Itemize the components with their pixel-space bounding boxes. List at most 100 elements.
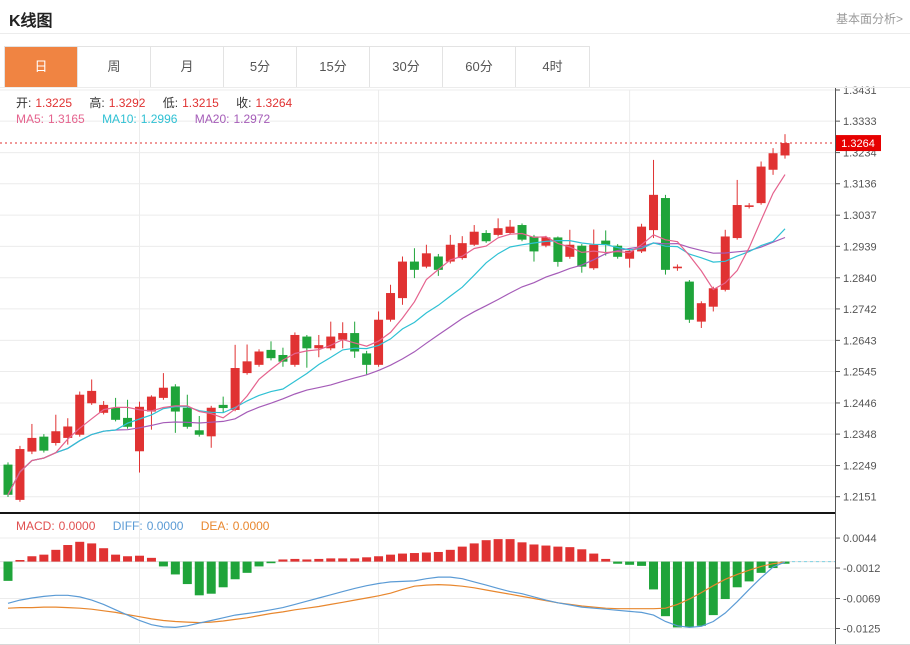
candle-body	[660, 198, 670, 270]
ma20-line	[7, 236, 786, 496]
macd-histogram-bar	[170, 561, 180, 575]
macd-histogram-bar	[206, 561, 216, 594]
candle-body	[194, 430, 204, 435]
price-tick-label: 1.2939	[843, 241, 877, 253]
candle-body	[637, 226, 647, 252]
dea-line	[7, 561, 786, 624]
candle-body	[326, 336, 336, 349]
macd-histogram-bar	[601, 558, 611, 562]
macd-histogram-bar	[744, 561, 754, 582]
price-tick-label: 1.2249	[843, 461, 877, 473]
ma5-line	[7, 174, 786, 496]
price-tick-label: 1.3136	[843, 179, 877, 191]
candle-body	[672, 266, 682, 269]
current-price-badge-value: 1.3264	[841, 138, 875, 150]
tabs-underline	[0, 87, 910, 88]
candle-body	[493, 228, 503, 235]
macd-legend: MACD: 0.0000 DIFF: 0.0000 DEA: 0.0000	[16, 519, 273, 533]
low-label: 低:	[162, 96, 179, 110]
macd-histogram-bar	[589, 553, 599, 562]
macd-histogram-bar	[457, 546, 467, 562]
tab-30分[interactable]: 30分	[370, 47, 443, 87]
candle-body	[63, 426, 73, 438]
candle-body	[218, 404, 228, 409]
macd-histogram-bar	[39, 554, 49, 562]
tab-周[interactable]: 周	[78, 47, 151, 87]
current-price-badge	[836, 135, 881, 152]
macd-histogram-bar	[469, 543, 479, 562]
candle-body	[780, 143, 790, 156]
ma20-value: 1.2972	[233, 112, 271, 126]
candle-body	[170, 386, 180, 412]
fundamental-analysis-link[interactable]: 基本面分析>	[835, 12, 903, 26]
macd-histogram-bar	[290, 558, 300, 562]
candle-body	[182, 407, 192, 427]
candle-body	[338, 333, 348, 340]
macd-histogram-bar	[541, 545, 551, 562]
price-tick-label: 1.3333	[843, 116, 877, 128]
macd-value: 0.0000	[58, 519, 96, 533]
price-tick-label: 1.2446	[843, 398, 877, 410]
macd-histogram-bar	[123, 556, 133, 562]
candle-body	[553, 237, 563, 262]
macd-histogram-bar	[3, 561, 13, 581]
macd-histogram-bar	[230, 561, 240, 580]
macd-histogram-bar	[242, 561, 252, 573]
candle-body	[266, 349, 276, 359]
candle-body	[445, 244, 455, 262]
candle-body	[684, 281, 694, 320]
macd-histogram-bar	[684, 561, 694, 628]
candle-body	[3, 464, 13, 495]
open-value: 1.3225	[35, 96, 73, 110]
tab-月[interactable]: 月	[151, 47, 224, 87]
macd-histogram-bar	[146, 557, 156, 562]
candle-body	[278, 354, 288, 362]
macd-histogram-bar	[278, 559, 288, 562]
macd-histogram-bar	[505, 539, 515, 562]
macd-tick-label: -0.0125	[843, 623, 880, 635]
macd-histogram-bar	[768, 561, 778, 569]
macd-histogram-bar	[182, 561, 192, 585]
candle-body	[15, 449, 25, 500]
candle-body	[433, 256, 443, 270]
macd-histogram-bar	[433, 551, 443, 562]
price-tick-label: 1.2151	[843, 492, 877, 504]
candle-body	[720, 236, 730, 290]
candle-body	[457, 243, 467, 259]
low-value: 1.3215	[182, 96, 219, 110]
ma20-label: MA20:	[194, 112, 230, 126]
candle-body	[505, 226, 515, 233]
macd-histogram-bar	[409, 553, 419, 562]
tab-60分[interactable]: 60分	[443, 47, 516, 87]
candle-body	[134, 406, 144, 452]
macd-histogram-bar	[493, 539, 503, 562]
ma10-value: 1.2996	[140, 112, 178, 126]
candle-body	[732, 205, 742, 239]
macd-tick-label: -0.0069	[843, 594, 880, 606]
macd-histogram-bar	[756, 561, 766, 573]
page-title: K线图	[9, 13, 53, 30]
candle-body	[696, 303, 706, 322]
candle-body	[242, 361, 252, 374]
macd-histogram-bar	[218, 561, 228, 588]
macd-histogram-bar	[111, 554, 121, 562]
macd-histogram-bar	[194, 561, 204, 596]
candle-body	[158, 387, 168, 398]
macd-histogram-bar	[326, 558, 336, 562]
panel-separator	[0, 512, 835, 514]
candle-body	[302, 336, 312, 349]
macd-histogram-bar	[158, 561, 168, 567]
tab-5分[interactable]: 5分	[224, 47, 297, 87]
macd-histogram-bar	[63, 545, 73, 562]
dea-value: 0.0000	[232, 519, 270, 533]
macd-histogram-bar	[565, 547, 575, 562]
ma5-value: 1.3165	[48, 112, 85, 126]
macd-histogram-bar	[266, 561, 276, 564]
tab-15分[interactable]: 15分	[297, 47, 370, 87]
candle-body	[51, 431, 61, 444]
tab-4时[interactable]: 4时	[516, 47, 589, 87]
tab-日[interactable]: 日	[5, 47, 78, 87]
candle-body	[87, 390, 97, 404]
candle-body	[146, 396, 156, 412]
macd-histogram-bar	[314, 558, 324, 562]
